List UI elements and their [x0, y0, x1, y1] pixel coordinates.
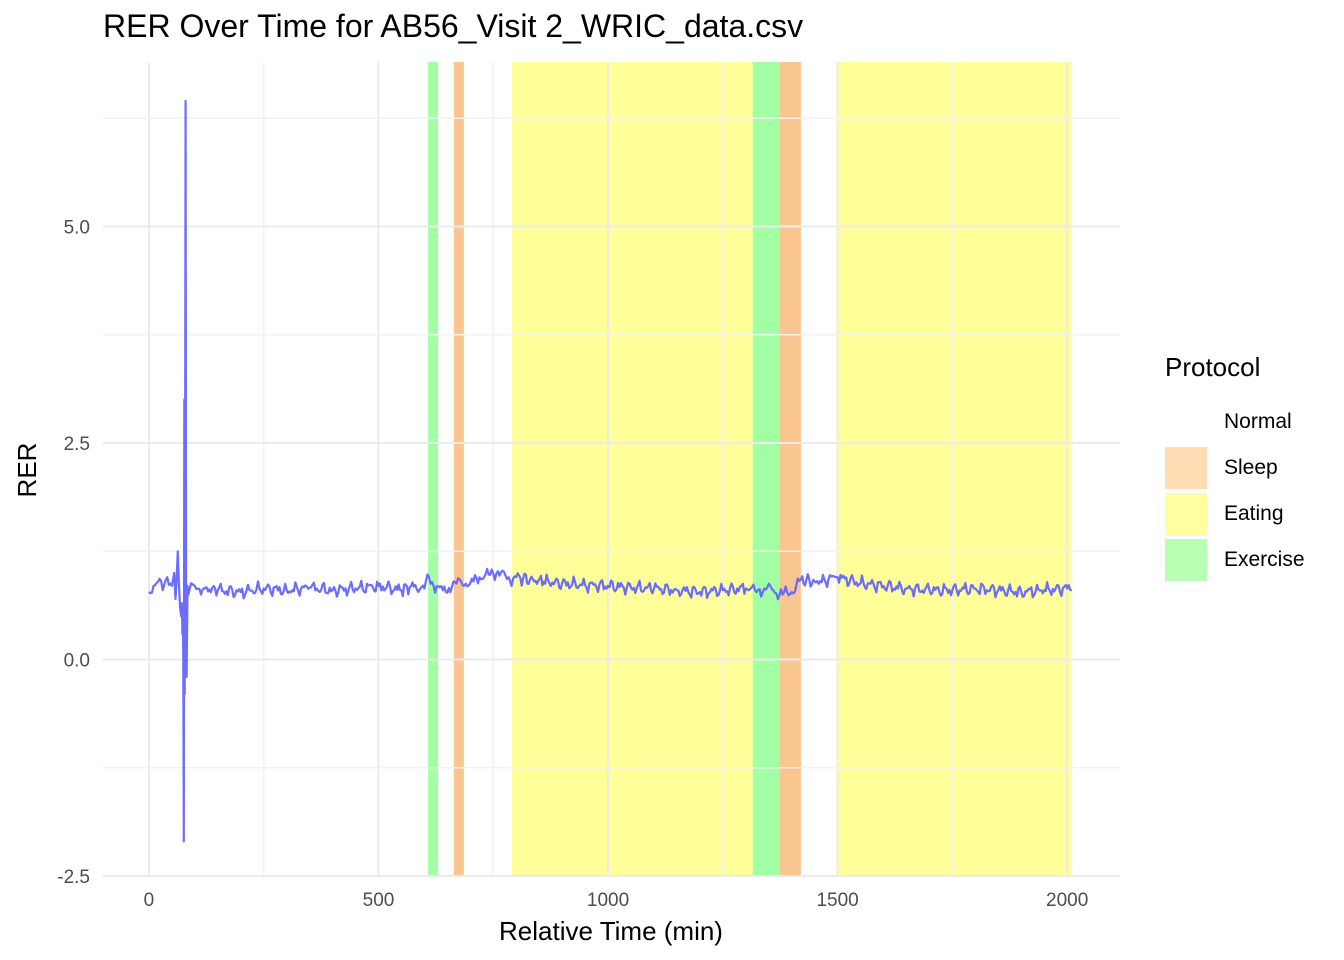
band-eating [511, 62, 753, 876]
rer-series [148, 99, 1072, 843]
protocol-bands [428, 62, 1072, 876]
band-eating [836, 62, 1072, 876]
grid-lines [103, 62, 1120, 877]
legend-item-normal: Normal [1165, 399, 1305, 445]
y-tick-label: 0.0 [64, 651, 90, 672]
y-tick-label: 2.5 [64, 434, 90, 455]
x-tick-label: 500 [363, 890, 395, 911]
y-axis-ticks: -2.5 0.0 2.5 5.0 [57, 218, 90, 888]
legend-label: Exercise [1224, 548, 1305, 571]
y-tick-label: 5.0 [64, 218, 90, 239]
legend-label: Eating [1224, 502, 1284, 525]
chart-title: RER Over Time for AB56_Visit 2_WRIC_data… [103, 8, 804, 44]
legend-label: Sleep [1224, 456, 1278, 479]
legend-item-sleep: Sleep [1165, 445, 1305, 491]
legend-label: Normal [1224, 410, 1292, 433]
x-axis-ticks: 0 500 1000 1500 2000 [144, 890, 1089, 911]
legend-swatch [1165, 539, 1207, 581]
legend: Protocol Normal Sleep Eating Exercise [1165, 352, 1305, 583]
series-line [148, 99, 1072, 843]
band-exercise [428, 62, 439, 876]
band-sleep [779, 62, 801, 876]
band-exercise [752, 62, 780, 876]
x-tick-label: 2000 [1046, 890, 1088, 911]
legend-swatch [1165, 447, 1207, 489]
y-tick-label: -2.5 [57, 867, 90, 888]
legend-item-eating: Eating [1165, 491, 1305, 537]
x-axis-label: Relative Time (min) [499, 916, 723, 946]
legend-swatch [1165, 493, 1207, 535]
x-tick-label: 1000 [587, 890, 629, 911]
band-sleep [453, 62, 464, 876]
legend-items: Normal Sleep Eating Exercise [1165, 399, 1305, 583]
x-tick-label: 1500 [816, 890, 858, 911]
x-tick-label: 0 [144, 890, 155, 911]
legend-swatch [1165, 401, 1207, 443]
legend-title: Protocol [1165, 352, 1261, 382]
y-axis-label: RER [12, 443, 42, 498]
legend-item-exercise: Exercise [1165, 537, 1305, 583]
